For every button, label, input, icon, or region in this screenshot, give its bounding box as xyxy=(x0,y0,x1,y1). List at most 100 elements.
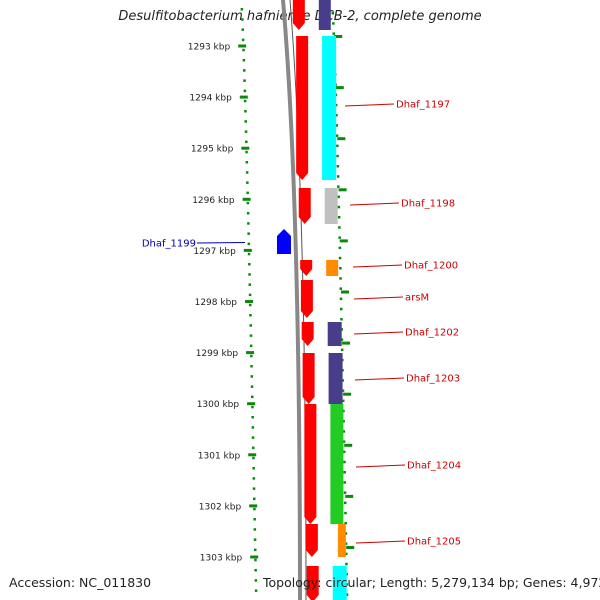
minor-tick-left xyxy=(249,303,252,307)
topology-text: Topology: circular; Length: 5,279,134 bp… xyxy=(263,575,600,590)
major-tick-left xyxy=(238,44,247,48)
minor-tick-right xyxy=(337,205,341,209)
minor-tick-right xyxy=(343,450,346,454)
gene-label-leader xyxy=(352,264,403,268)
minor-tick-right xyxy=(338,236,341,239)
minor-tick-left xyxy=(244,110,247,113)
gene-arrow xyxy=(302,353,315,404)
major-tick-right xyxy=(345,494,354,498)
minor-tick-right xyxy=(344,522,347,525)
gene-label: Dhaf_1202 xyxy=(405,328,459,339)
minor-tick-right xyxy=(344,542,348,545)
kbp-tick-label: 1297 kbp xyxy=(193,247,236,257)
major-tick-right xyxy=(339,239,348,243)
minor-tick-left xyxy=(250,365,253,368)
minor-tick-left xyxy=(247,242,251,246)
minor-tick-right xyxy=(334,103,338,107)
major-tick-right xyxy=(335,86,344,90)
minor-tick-left xyxy=(249,314,252,317)
minor-tick-right xyxy=(335,134,339,137)
kbp-tick-label: 1295 kbp xyxy=(191,145,234,155)
major-tick-right xyxy=(346,546,355,549)
minor-tick-left xyxy=(244,130,248,133)
minor-tick-left xyxy=(248,263,251,266)
minor-tick-left xyxy=(249,344,253,348)
minor-tick-right xyxy=(341,379,344,382)
minor-tick-left xyxy=(252,456,255,460)
minor-tick-left xyxy=(251,436,255,439)
major-tick-right xyxy=(334,35,343,38)
gene-label: Dhaf_1203 xyxy=(406,374,460,385)
gene-label-leader xyxy=(355,464,406,468)
minor-tick-left xyxy=(248,273,251,276)
minor-tick-right xyxy=(345,562,348,566)
gene-labels: Dhaf_1197 Dhaf_1198 Dhaf_1199 Dhaf_1200 arsM… xyxy=(142,100,461,548)
minor-tick-left xyxy=(254,589,258,592)
minor-tick-left xyxy=(245,161,249,164)
minor-tick-right xyxy=(339,297,343,301)
minor-tick-left xyxy=(245,171,249,174)
minor-tick-right xyxy=(340,328,343,331)
minor-tick-left xyxy=(252,487,256,490)
minor-tick-left xyxy=(251,416,254,419)
minor-tick-left xyxy=(249,324,252,327)
minor-tick-right xyxy=(338,256,342,260)
minor-tick-left xyxy=(253,507,256,511)
minor-tick-left xyxy=(253,528,257,531)
minor-tick-left xyxy=(243,89,247,93)
minor-tick-left xyxy=(247,222,250,225)
major-tick-right xyxy=(337,137,346,141)
major-tick-right xyxy=(344,443,353,447)
minor-tick-right xyxy=(342,440,346,443)
major-tick-right xyxy=(341,290,349,294)
gene-label: Dhaf_1198 xyxy=(401,199,455,210)
cog-block xyxy=(332,566,347,600)
minor-tick-left xyxy=(244,120,247,123)
minor-tick-left xyxy=(252,446,255,450)
minor-tick-right xyxy=(341,389,345,392)
minor-tick-left xyxy=(252,467,255,470)
gene-label: Dhaf_1199 xyxy=(142,239,196,250)
gene-arrow xyxy=(301,322,314,346)
major-tick-right xyxy=(343,392,352,396)
gene-arrow xyxy=(300,260,313,276)
minor-tick-right xyxy=(340,338,344,341)
major-tick-left xyxy=(250,555,259,559)
gene-label: Dhaf_1197 xyxy=(396,100,450,111)
kbp-tick-label: 1293 kbp xyxy=(188,43,231,53)
gene-label: Dhaf_1200 xyxy=(404,261,458,272)
minor-tick-left xyxy=(254,569,257,572)
minor-tick-left xyxy=(246,181,249,184)
gene-label: Dhaf_1205 xyxy=(407,537,461,548)
minor-tick-right xyxy=(332,32,335,35)
minor-tick-left xyxy=(250,375,253,378)
minor-tick-left xyxy=(243,79,246,82)
minor-tick-left xyxy=(241,28,244,31)
minor-tick-left xyxy=(253,518,256,521)
accession-text: Accession: NC_011830 xyxy=(9,575,152,590)
cog-block xyxy=(328,353,343,404)
minor-tick-left xyxy=(246,212,250,215)
minor-tick-left xyxy=(242,59,246,62)
gene-label-leader xyxy=(354,377,405,381)
kbp-tick-label: 1294 kbp xyxy=(189,94,232,104)
kbp-tick-label: 1298 kbp xyxy=(195,298,238,308)
minor-tick-left xyxy=(245,140,248,144)
minor-tick-right xyxy=(343,460,346,464)
minor-tick-right xyxy=(336,144,339,148)
minor-tick-left xyxy=(250,385,254,388)
minor-tick-right xyxy=(337,195,340,199)
minor-tick-right xyxy=(337,185,340,188)
backbone-line xyxy=(281,0,302,600)
minor-tick-right xyxy=(331,12,335,15)
gene-label-leader xyxy=(355,540,406,544)
minor-tick-right xyxy=(336,154,339,158)
gene-arrow-reverse xyxy=(277,229,291,254)
minor-tick-left xyxy=(249,334,253,337)
gene-label-leader xyxy=(344,103,395,107)
minor-tick-right xyxy=(338,226,341,229)
gene-label-leader xyxy=(196,242,246,244)
minor-tick-right xyxy=(332,22,335,25)
major-tick-left xyxy=(239,95,248,99)
